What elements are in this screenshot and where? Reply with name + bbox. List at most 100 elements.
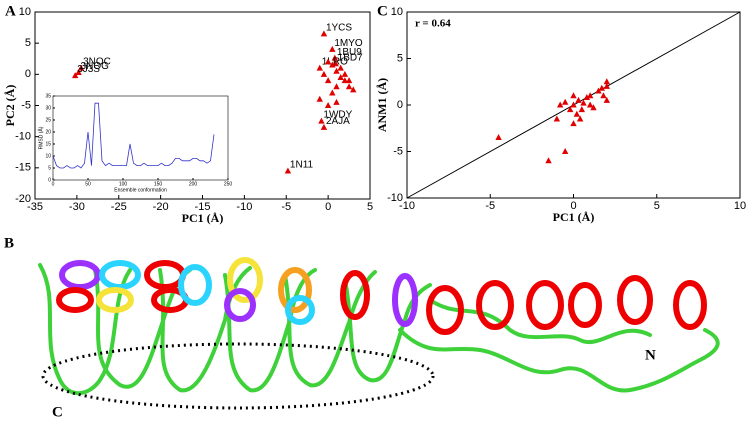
helix bbox=[144, 260, 186, 290]
y-tick-label: 35 bbox=[45, 93, 51, 99]
point-label: 1WDY bbox=[323, 110, 352, 121]
y-tick-label: -5 bbox=[393, 145, 403, 157]
x-tick-label: -15 bbox=[195, 201, 211, 213]
point-label: 1BD7 bbox=[338, 52, 363, 63]
helix bbox=[99, 260, 141, 290]
point bbox=[320, 123, 328, 130]
point bbox=[570, 92, 577, 99]
helix bbox=[673, 280, 707, 330]
x-tick-label: -25 bbox=[111, 201, 127, 213]
point-label: 1BU9 bbox=[337, 47, 362, 58]
y-tick-label: 20 bbox=[45, 129, 51, 135]
helix bbox=[96, 287, 134, 313]
point bbox=[284, 167, 292, 174]
backbone bbox=[38, 263, 132, 396]
protein-structure bbox=[38, 257, 720, 410]
point bbox=[75, 68, 82, 75]
backbone bbox=[223, 268, 317, 393]
backbone bbox=[428, 298, 652, 344]
x-tick-label: 200 bbox=[189, 181, 198, 187]
point bbox=[324, 58, 332, 65]
point bbox=[316, 95, 323, 102]
point bbox=[337, 73, 344, 80]
point bbox=[580, 99, 587, 106]
point bbox=[329, 45, 336, 52]
point bbox=[341, 77, 349, 84]
y-tick-label: 5 bbox=[25, 37, 31, 49]
x-tick-label: -5 bbox=[281, 201, 291, 213]
x-tick-label: 5 bbox=[654, 200, 660, 212]
x-axis-label: PC1 (Å) bbox=[553, 210, 595, 224]
point-label: 2AJA bbox=[326, 116, 350, 127]
x-tick-label: 150 bbox=[154, 181, 163, 187]
point bbox=[545, 157, 552, 164]
point bbox=[570, 101, 577, 108]
point bbox=[583, 94, 591, 101]
point bbox=[320, 70, 328, 77]
y-tick-label: -15 bbox=[15, 162, 31, 174]
helix bbox=[224, 288, 256, 322]
point bbox=[329, 89, 336, 96]
y-axis-label: ANM1 (Å) bbox=[375, 78, 389, 132]
point bbox=[595, 87, 602, 94]
y-tick-label: 30 bbox=[45, 105, 51, 111]
c-terminus-label: C bbox=[52, 404, 63, 420]
y-tick-label: 10 bbox=[391, 6, 403, 18]
point bbox=[590, 104, 597, 111]
x-tick-label: 0 bbox=[570, 200, 576, 212]
backbone bbox=[283, 270, 377, 388]
helix bbox=[568, 282, 602, 328]
point bbox=[576, 115, 584, 122]
y-tick-label: 0 bbox=[48, 177, 51, 183]
helix bbox=[227, 257, 263, 303]
x-axis-label: Ensemble conformation bbox=[114, 187, 167, 193]
point bbox=[573, 110, 581, 117]
point bbox=[345, 77, 353, 84]
x-tick-label: -30 bbox=[69, 201, 85, 213]
helix bbox=[178, 264, 212, 306]
helix bbox=[340, 270, 370, 320]
point bbox=[575, 96, 582, 103]
point bbox=[324, 77, 332, 84]
point bbox=[331, 54, 339, 61]
helix bbox=[56, 287, 94, 313]
point bbox=[561, 98, 569, 105]
dotted-region bbox=[41, 342, 435, 410]
point bbox=[337, 64, 344, 71]
helix bbox=[617, 275, 653, 325]
x-tick-label: 100 bbox=[119, 181, 128, 187]
point bbox=[329, 61, 336, 68]
point-label: 1LRO bbox=[322, 57, 348, 68]
plot: -10 -5 0 5 10 -10 -5 0 5 10 PC1 (Å) ANM1 (Å) Cr = 0.… bbox=[375, 3, 746, 223]
n-terminus-label: N bbox=[645, 347, 656, 363]
point-label: 3J3S bbox=[77, 64, 100, 75]
backbone bbox=[398, 328, 720, 393]
point bbox=[324, 102, 332, 108]
point-label: 1N11 bbox=[290, 160, 314, 171]
y-tick-label: 0 bbox=[25, 68, 31, 80]
line bbox=[52, 102, 215, 169]
point bbox=[333, 98, 340, 105]
point bbox=[341, 70, 349, 77]
y-tick-label: 5 bbox=[397, 52, 403, 64]
point-label: 1MYO bbox=[334, 38, 363, 49]
point bbox=[603, 78, 610, 85]
x-tick-label: -20 bbox=[153, 201, 169, 213]
point bbox=[318, 117, 325, 124]
helix bbox=[392, 273, 418, 327]
x-tick-label: 10 bbox=[734, 200, 746, 212]
x-tick-label: 250 bbox=[224, 181, 233, 187]
y-tick-label: -20 bbox=[15, 193, 31, 205]
helix bbox=[426, 285, 464, 335]
point bbox=[566, 106, 574, 113]
point bbox=[350, 86, 357, 93]
y-tick-label: -5 bbox=[21, 99, 31, 111]
x-tick-label: 50 bbox=[85, 181, 91, 187]
x-axis-label: PC1 (Å) bbox=[182, 211, 224, 225]
x-tick-label: 0 bbox=[52, 181, 55, 187]
y-axis-label: PC2 (Å) bbox=[3, 85, 17, 127]
point bbox=[561, 148, 569, 154]
panel-label: C bbox=[377, 3, 388, 19]
point bbox=[77, 64, 85, 71]
